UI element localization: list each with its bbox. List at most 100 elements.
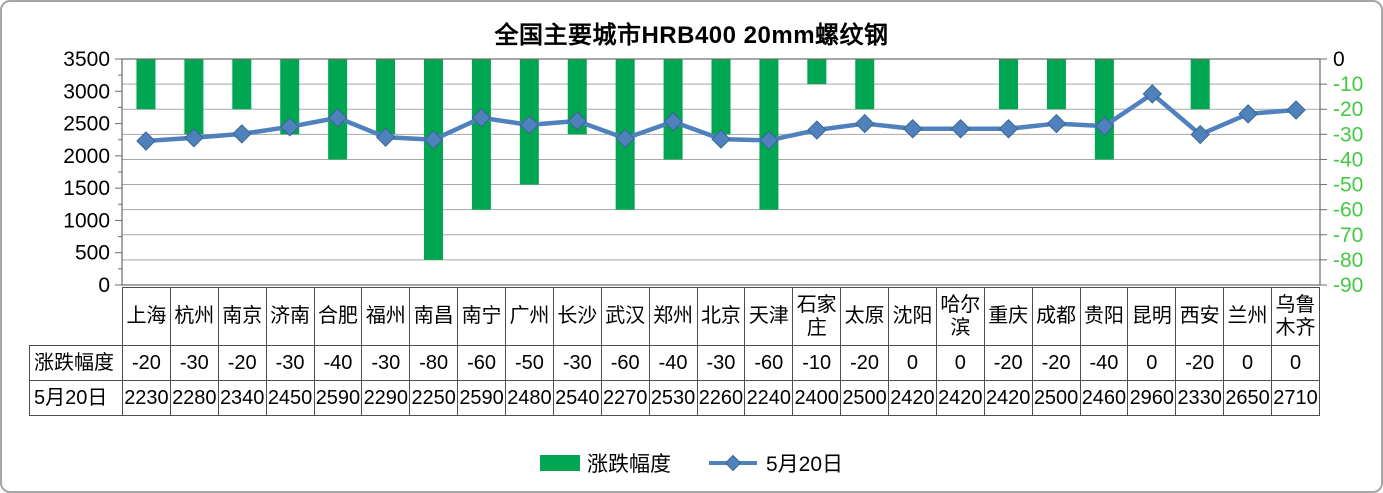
svg-text:2500: 2500 — [63, 113, 110, 136]
change-value-cell: -40 — [313, 345, 363, 381]
change-value-cell: -20 — [840, 345, 889, 381]
change-value-cell: -30 — [169, 345, 219, 381]
legend-label-change: 涨跌幅度 — [586, 453, 671, 476]
legend-label-price: 5月20日 — [765, 453, 844, 476]
bar-swatch-icon — [539, 455, 580, 471]
price-value-cell: 2400 — [792, 380, 842, 416]
city-header-cell: 贵阳 — [1079, 287, 1129, 346]
line-diamond-swatch-icon — [708, 454, 757, 472]
bars-series — [136, 59, 1210, 260]
change-value-cell: -30 — [361, 345, 411, 381]
price-value-cell: 2450 — [265, 380, 315, 416]
svg-text:0: 0 — [98, 274, 110, 297]
change-value-cell: -10 — [792, 345, 842, 381]
price-value-cell: 2420 — [935, 380, 985, 416]
svg-text:500: 500 — [75, 242, 110, 265]
change-value-cell: 0 — [1271, 345, 1320, 381]
chart-title: 全国主要城市HRB400 20mm螺纹钢 — [494, 22, 889, 49]
city-header-cell: 沈阳 — [888, 287, 937, 346]
svg-text:-70: -70 — [1333, 224, 1363, 247]
chart-legend: 涨跌幅度 5月20日 — [2, 449, 1381, 477]
price-value-cell: 2540 — [552, 380, 602, 416]
change-value-cell: -60 — [600, 345, 650, 381]
data-table: 上海 杭州 南京 济南 合肥 福州 南昌 南宁 广州 长沙 武汉 郑州 北京 天津 石家庄 太原 沈阳 哈尔滨 重庆… — [29, 287, 1320, 416]
city-header-cell: 广州 — [505, 287, 554, 346]
change-value-cell: -80 — [409, 345, 459, 381]
city-header-cell: 兰州 — [1223, 287, 1272, 346]
change-value-cell: -20 — [122, 345, 171, 381]
svg-text:2000: 2000 — [63, 145, 110, 168]
svg-text:-60: -60 — [1333, 199, 1363, 222]
svg-text:1000: 1000 — [63, 209, 110, 232]
price-value-cell: 2530 — [648, 380, 698, 416]
svg-text:-80: -80 — [1333, 249, 1363, 272]
price-value-cell: 2480 — [505, 380, 554, 416]
row-header-date: 5月20日 — [29, 380, 123, 416]
legend-item-change: 涨跌幅度 — [539, 448, 671, 478]
price-value-cell: 2590 — [313, 380, 363, 416]
change-value-cell: -20 — [983, 345, 1033, 381]
change-value-cell: 0 — [1127, 345, 1177, 381]
price-value-cell: 2460 — [1079, 380, 1129, 416]
table-corner — [30, 288, 123, 346]
city-header-cell: 北京 — [696, 287, 746, 346]
svg-text:0: 0 — [1333, 48, 1345, 71]
city-header-cell: 武汉 — [600, 287, 650, 346]
price-value-cell: 2500 — [840, 380, 889, 416]
city-header-cell: 济南 — [265, 287, 315, 346]
change-value-cell: -20 — [217, 345, 267, 381]
price-value-cell: 2710 — [1271, 380, 1320, 416]
price-value-cell: 2960 — [1127, 380, 1177, 416]
price-value-cell: 2590 — [457, 380, 506, 416]
left-axis-labels: 3500 3000 2500 2000 1500 1000 500 0 — [63, 48, 110, 297]
change-value-cell: -30 — [552, 345, 602, 381]
price-value-cell: 2330 — [1175, 380, 1225, 416]
legend-item-price: 5月20日 — [707, 448, 843, 478]
price-value-cell: 2290 — [361, 380, 411, 416]
row-header-change: 涨跌幅度 — [29, 345, 123, 381]
price-value-cell: 2250 — [409, 380, 459, 416]
price-value-cell: 2230 — [122, 380, 171, 416]
city-header-cell: 合肥 — [313, 287, 363, 346]
price-value-cell: 2420 — [888, 380, 937, 416]
price-value-cell: 2420 — [983, 380, 1033, 416]
change-value-cell: 0 — [888, 345, 937, 381]
change-value-cell: 0 — [935, 345, 985, 381]
city-header-cell: 哈尔滨 — [935, 287, 985, 346]
change-value-cell: 0 — [1223, 345, 1272, 381]
city-header-cell: 昆明 — [1127, 287, 1177, 346]
svg-text:-30: -30 — [1333, 123, 1363, 146]
line-markers — [136, 84, 1306, 151]
change-value-cell: -20 — [1031, 345, 1081, 381]
city-header-cell: 上海 — [122, 287, 171, 346]
price-value-cell: 2500 — [1031, 380, 1081, 416]
city-header-cell: 南宁 — [457, 287, 506, 346]
change-value-cell: -40 — [648, 345, 698, 381]
price-value-cell: 2240 — [744, 380, 794, 416]
city-header-cell: 长沙 — [552, 287, 602, 346]
change-value-cell: -30 — [265, 345, 315, 381]
svg-text:-20: -20 — [1333, 98, 1363, 121]
city-header-cell: 南昌 — [409, 287, 459, 346]
city-header-cell: 郑州 — [648, 287, 698, 346]
price-value-cell: 2270 — [600, 380, 650, 416]
data-table-wrap: 上海 杭州 南京 济南 合肥 福州 南昌 南宁 广州 长沙 武汉 郑州 北京 天津 石家庄 太原 沈阳 哈尔滨 重庆… — [29, 287, 1320, 416]
svg-text:-50: -50 — [1333, 174, 1363, 197]
city-header-cell: 乌鲁木齐 — [1271, 287, 1320, 346]
change-value-cell: -40 — [1079, 345, 1129, 381]
change-value-cell: -50 — [505, 345, 554, 381]
price-value-cell: 2340 — [217, 380, 267, 416]
price-value-cell: 2650 — [1223, 380, 1272, 416]
svg-text:1500: 1500 — [63, 177, 110, 200]
city-header-cell: 成都 — [1031, 287, 1081, 346]
city-header-cell: 南京 — [217, 287, 267, 346]
city-header-cell: 石家庄 — [792, 287, 842, 346]
change-value-cell: -20 — [1175, 345, 1225, 381]
svg-text:-10: -10 — [1333, 73, 1363, 96]
svg-text:3500: 3500 — [63, 48, 110, 71]
city-header-cell: 福州 — [361, 287, 411, 346]
price-value-cell: 2280 — [169, 380, 219, 416]
city-header-cell: 重庆 — [983, 287, 1033, 346]
